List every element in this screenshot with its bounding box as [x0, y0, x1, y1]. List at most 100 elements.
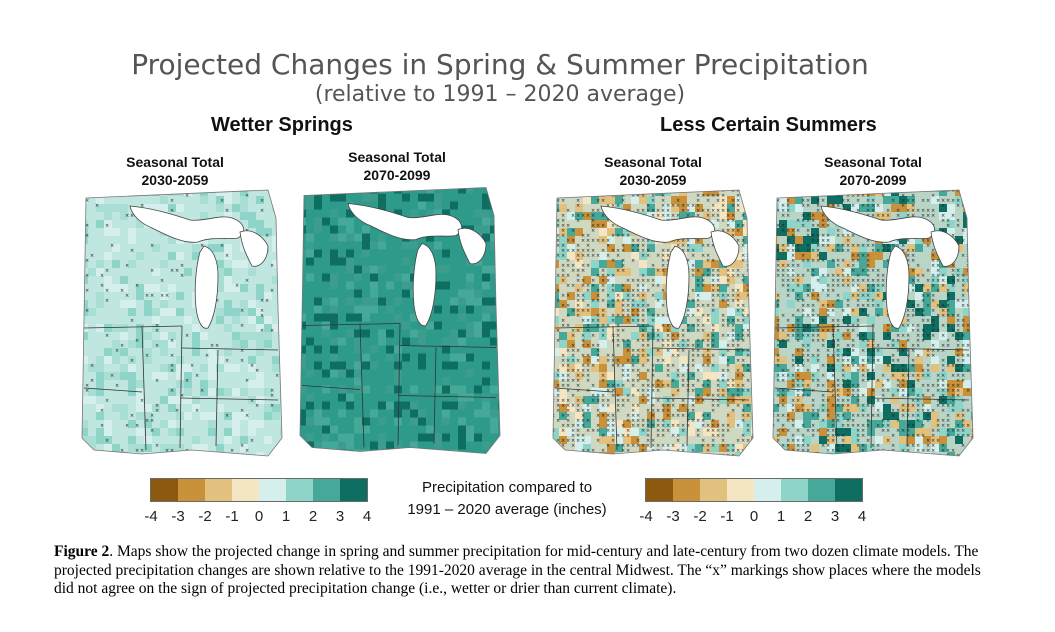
svg-text:×: ×: [576, 383, 580, 389]
svg-text:×: ×: [155, 408, 159, 414]
svg-text:×: ×: [781, 283, 785, 289]
svg-text:×: ×: [85, 388, 89, 394]
svg-text:×: ×: [726, 443, 730, 449]
svg-text:×: ×: [716, 383, 720, 389]
svg-text:×: ×: [631, 353, 635, 359]
svg-text:×: ×: [791, 403, 795, 409]
svg-text:×: ×: [776, 318, 780, 324]
svg-text:×: ×: [711, 408, 715, 414]
svg-text:×: ×: [631, 278, 635, 284]
svg-text:×: ×: [786, 243, 790, 249]
svg-text:×: ×: [636, 348, 640, 354]
svg-text:×: ×: [676, 348, 680, 354]
svg-text:×: ×: [776, 393, 780, 399]
svg-text:×: ×: [721, 298, 725, 304]
svg-text:×: ×: [811, 433, 815, 439]
svg-text:×: ×: [931, 278, 935, 284]
svg-text:×: ×: [821, 318, 825, 324]
svg-text:×: ×: [861, 303, 865, 309]
svg-text:×: ×: [866, 208, 870, 214]
svg-text:×: ×: [696, 208, 700, 214]
svg-text:×: ×: [586, 243, 590, 249]
svg-text:×: ×: [741, 303, 745, 309]
svg-text:×: ×: [581, 268, 585, 274]
svg-text:×: ×: [626, 348, 630, 354]
svg-text:×: ×: [646, 398, 650, 404]
svg-text:×: ×: [921, 198, 925, 204]
svg-text:×: ×: [731, 398, 735, 404]
svg-text:×: ×: [946, 198, 950, 204]
svg-text:×: ×: [671, 398, 675, 404]
svg-text:×: ×: [781, 373, 785, 379]
svg-text:×: ×: [250, 363, 254, 369]
svg-text:×: ×: [591, 383, 595, 389]
svg-text:×: ×: [676, 438, 680, 444]
svg-text:×: ×: [816, 383, 820, 389]
svg-text:×: ×: [816, 258, 820, 264]
svg-text:×: ×: [821, 233, 825, 239]
legend-tick-label: 3: [335, 508, 345, 525]
svg-text:×: ×: [941, 303, 945, 309]
svg-text:×: ×: [561, 413, 565, 419]
svg-text:×: ×: [671, 353, 675, 359]
svg-text:×: ×: [966, 408, 970, 414]
svg-text:×: ×: [691, 323, 695, 329]
svg-text:×: ×: [856, 413, 860, 419]
legend-swatch: [178, 479, 205, 501]
svg-text:×: ×: [891, 338, 895, 344]
svg-text:×: ×: [561, 378, 565, 384]
svg-text:×: ×: [816, 233, 820, 239]
svg-text:×: ×: [816, 408, 820, 414]
svg-text:×: ×: [686, 328, 690, 334]
svg-text:×: ×: [611, 203, 615, 209]
svg-text:×: ×: [546, 278, 550, 284]
svg-text:×: ×: [636, 358, 640, 364]
svg-text:×: ×: [621, 198, 625, 204]
svg-text:×: ×: [951, 393, 955, 399]
svg-text:×: ×: [721, 353, 725, 359]
svg-text:×: ×: [681, 428, 685, 434]
svg-text:×: ×: [596, 223, 600, 229]
svg-text:×: ×: [661, 418, 665, 424]
svg-text:×: ×: [921, 448, 925, 454]
svg-text:×: ×: [85, 453, 89, 459]
svg-text:×: ×: [796, 338, 800, 344]
svg-text:×: ×: [736, 303, 740, 309]
svg-text:×: ×: [796, 408, 800, 414]
svg-text:×: ×: [931, 298, 935, 304]
svg-text:×: ×: [821, 393, 825, 399]
svg-text:×: ×: [916, 353, 920, 359]
svg-text:×: ×: [921, 373, 925, 379]
svg-text:×: ×: [916, 403, 920, 409]
svg-text:×: ×: [906, 448, 910, 454]
svg-text:×: ×: [571, 333, 575, 339]
svg-text:×: ×: [966, 303, 970, 309]
svg-text:×: ×: [561, 323, 565, 329]
svg-text:×: ×: [751, 218, 755, 224]
svg-text:×: ×: [826, 438, 830, 444]
legend-swatch: [151, 479, 178, 501]
svg-text:×: ×: [631, 363, 635, 369]
svg-text:×: ×: [666, 448, 670, 454]
svg-text:×: ×: [821, 338, 825, 344]
svg-text:×: ×: [751, 343, 755, 349]
svg-text:×: ×: [901, 403, 905, 409]
svg-text:×: ×: [616, 323, 620, 329]
svg-text:×: ×: [711, 243, 715, 249]
svg-text:×: ×: [576, 358, 580, 364]
svg-text:×: ×: [626, 288, 630, 294]
svg-text:×: ×: [961, 238, 965, 244]
svg-text:×: ×: [100, 283, 104, 289]
svg-text:×: ×: [85, 258, 89, 264]
svg-text:×: ×: [911, 423, 915, 429]
svg-text:×: ×: [586, 253, 590, 259]
svg-text:×: ×: [851, 308, 855, 314]
svg-text:×: ×: [931, 433, 935, 439]
svg-text:×: ×: [951, 278, 955, 284]
svg-text:×: ×: [961, 363, 965, 369]
svg-text:×: ×: [856, 333, 860, 339]
svg-text:×: ×: [711, 418, 715, 424]
svg-text:×: ×: [856, 428, 860, 434]
svg-text:×: ×: [731, 453, 735, 459]
svg-text:×: ×: [866, 268, 870, 274]
